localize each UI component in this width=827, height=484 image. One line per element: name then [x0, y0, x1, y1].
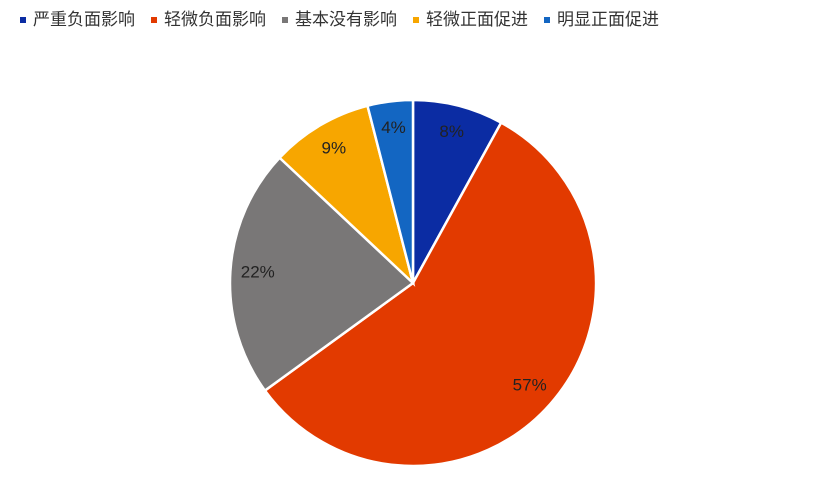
pie-slice [277, 104, 416, 287]
pie-slice [228, 155, 415, 393]
slice-label: 22% [241, 263, 275, 282]
legend-marker [413, 17, 419, 23]
slice-label: 8% [439, 122, 464, 141]
legend-marker [151, 17, 157, 23]
legend-text: 严重负面影响 [33, 10, 135, 30]
legend-text: 基本没有影响 [295, 10, 397, 30]
legend-text: 轻微正面促进 [426, 10, 528, 30]
slice-label: 4% [381, 118, 406, 137]
legend-marker [20, 17, 26, 23]
slice-label: 57% [513, 375, 547, 394]
pie-slice [365, 98, 415, 284]
legend-text: 明显正面促进 [557, 10, 659, 30]
pie-slice [263, 120, 598, 468]
pie-slice [411, 98, 503, 284]
slice-label: 9% [322, 139, 347, 158]
legend-marker [282, 17, 288, 23]
legend-marker [544, 17, 550, 23]
legend-text: 轻微负面影响 [164, 10, 266, 30]
